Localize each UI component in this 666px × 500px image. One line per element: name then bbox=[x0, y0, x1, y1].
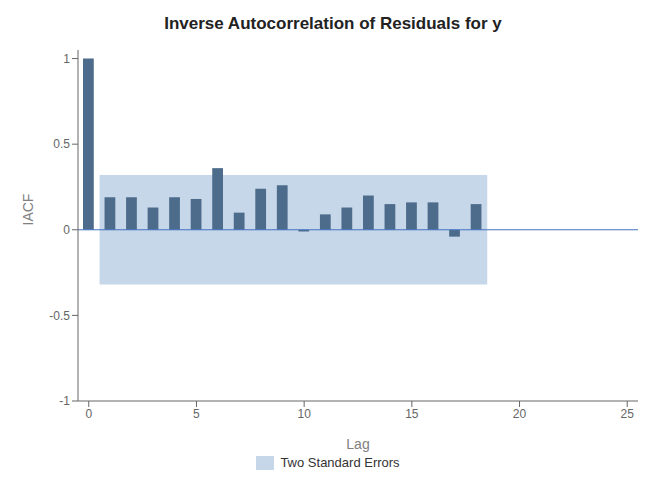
svg-text:0.5: 0.5 bbox=[53, 137, 70, 151]
html-text:Two Standard Errors: Two Standard Errors bbox=[280, 455, 400, 470]
svg-text:25: 25 bbox=[621, 407, 635, 421]
svg-text:-1: -1 bbox=[59, 394, 70, 408]
svg-text:5: 5 bbox=[193, 407, 200, 421]
svg-text:-0.5: -0.5 bbox=[49, 309, 70, 323]
svg-text:15: 15 bbox=[405, 407, 419, 421]
svg-text:10: 10 bbox=[297, 407, 311, 421]
svg-text:0: 0 bbox=[63, 223, 70, 237]
svg-text:Lag: Lag bbox=[346, 436, 369, 452]
svg-text:0: 0 bbox=[85, 407, 92, 421]
svg-text:IACF: IACF bbox=[20, 194, 36, 226]
html-text:Inverse Autocorrelation of Res: Inverse Autocorrelation of Residuals for… bbox=[164, 14, 502, 33]
svg-text:1: 1 bbox=[63, 52, 70, 66]
svg-text:20: 20 bbox=[513, 407, 527, 421]
